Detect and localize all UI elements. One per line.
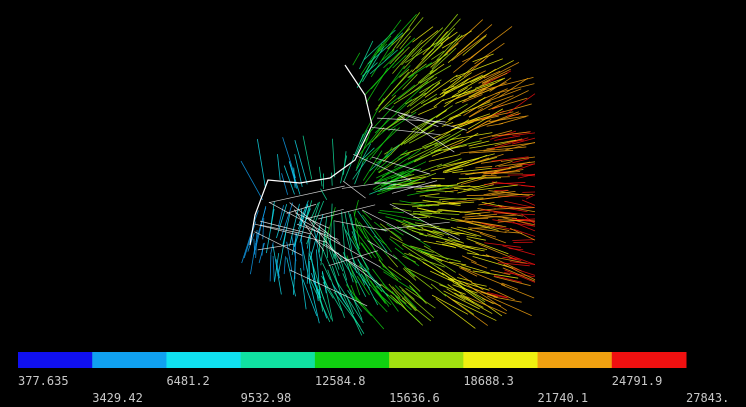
legend-label: 377.635 <box>18 374 69 388</box>
legend-swatch <box>166 352 241 368</box>
legend-swatch <box>18 352 93 368</box>
legend-swatch <box>92 352 167 368</box>
legend-swatch <box>463 352 538 368</box>
legend-swatch <box>315 352 390 368</box>
legend-label: 12584.8 <box>315 374 366 388</box>
result-plot: 377.635 3429.42 6481.2 9532.98 12584.8 15636.… <box>0 0 746 407</box>
legend-label: 27843. <box>686 391 729 405</box>
legend-label: 24791.9 <box>612 374 663 388</box>
legend-label: 18688.3 <box>463 374 514 388</box>
legend-label: 3429.42 <box>92 391 143 405</box>
legend-label: 6481.2 <box>166 374 209 388</box>
legend-label: 15636.6 <box>389 391 440 405</box>
legend-label: 21740.1 <box>538 391 589 405</box>
background <box>0 0 746 407</box>
legend-swatch <box>612 352 687 368</box>
legend-swatch <box>389 352 464 368</box>
legend-swatch <box>241 352 316 368</box>
legend-swatch <box>538 352 613 368</box>
legend-label: 9532.98 <box>241 391 292 405</box>
page: 377.635 3429.42 6481.2 9532.98 12584.8 15636.… <box>0 0 746 407</box>
